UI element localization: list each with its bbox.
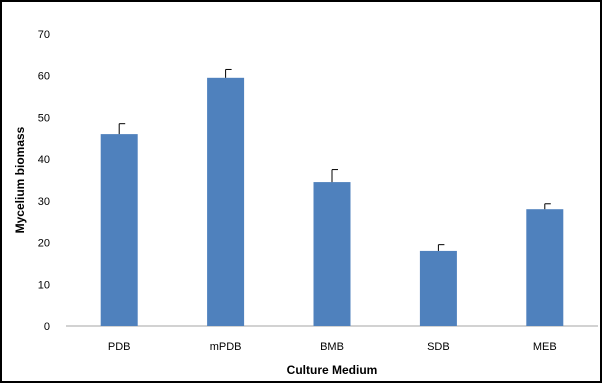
y-tick-label: 10 (38, 279, 50, 291)
y-tick-label: 50 (38, 112, 50, 124)
y-tick-label: 40 (38, 154, 50, 166)
y-tick-label: 60 (38, 71, 50, 83)
x-axis-ticks: PDB mPDB BMB SDB MEB (108, 341, 557, 353)
x-tick-label: BMB (320, 341, 344, 353)
bar-bmb (313, 182, 351, 326)
bar-mpdb (207, 77, 245, 326)
x-axis-title: Culture Medium (287, 363, 378, 377)
y-axis-ticks: 0 10 20 30 40 50 60 70 (38, 29, 50, 333)
bar-meb (526, 209, 564, 326)
y-tick-label: 0 (44, 321, 50, 333)
bars-group (100, 68, 564, 326)
bar-pdb (100, 134, 138, 326)
x-tick-label: mPDB (210, 341, 242, 353)
x-tick-label: PDB (108, 341, 131, 353)
bar-sdb (419, 250, 457, 326)
y-tick-label: 20 (38, 238, 50, 250)
y-tick-label: 30 (38, 196, 50, 208)
x-tick-label: MEB (533, 341, 557, 353)
x-tick-label: SDB (427, 341, 450, 353)
y-axis-title: Mycelium biomass (13, 126, 27, 233)
y-tick-label: 70 (38, 29, 50, 41)
